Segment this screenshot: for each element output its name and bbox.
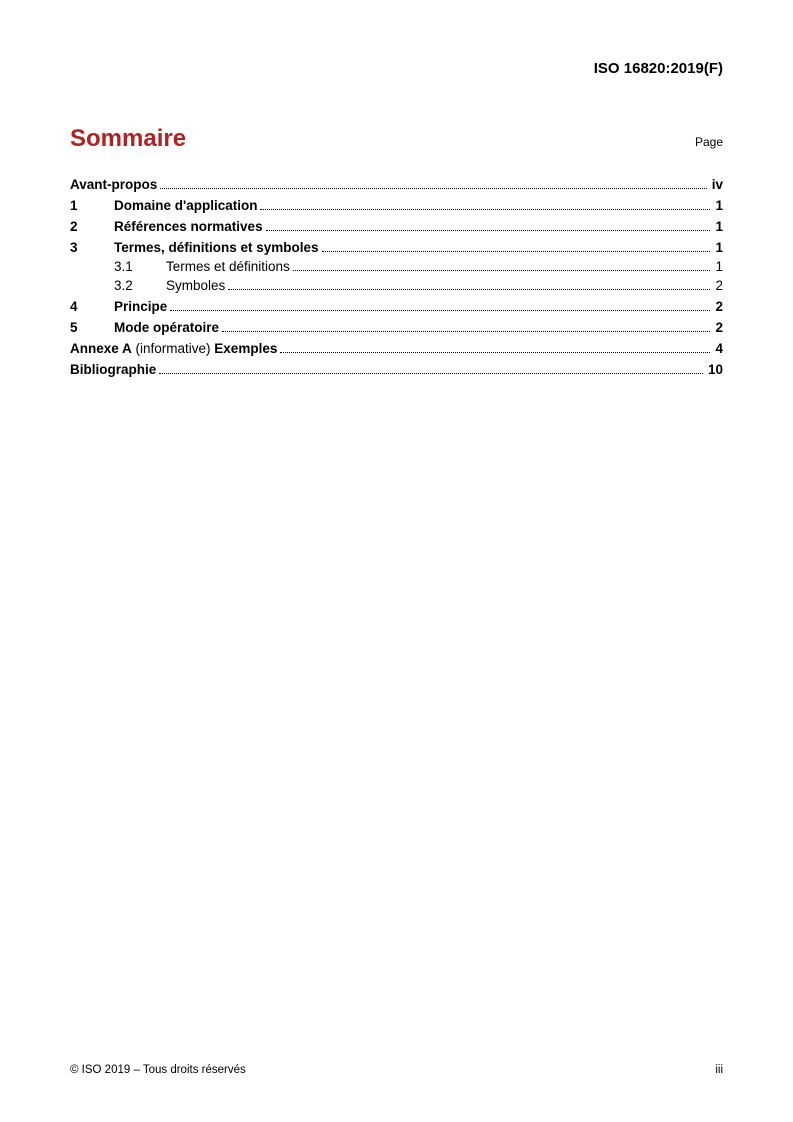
- table-of-contents: Avant-propos iv 1 Domaine d'application …: [70, 177, 723, 377]
- page-footer: © ISO 2019 – Tous droits réservés iii: [70, 1064, 723, 1076]
- toc-num: 1: [70, 198, 114, 213]
- toc-page: 1: [713, 198, 723, 213]
- toc-entry-bibliographie[interactable]: Bibliographie 10: [70, 362, 723, 377]
- toc-num: 3.1: [114, 259, 166, 274]
- annex-prefix: Annexe A: [70, 341, 132, 356]
- toc-page: 4: [713, 341, 723, 356]
- toc-label: Bibliographie: [70, 362, 156, 377]
- page: ISO 16820:2019(F) Sommaire Page Avant-pr…: [0, 0, 793, 1122]
- leader-dots: [322, 241, 711, 252]
- toc-entry-section-2[interactable]: 2 Références normatives 1: [70, 219, 723, 234]
- toc-page: 10: [706, 362, 723, 377]
- toc-title: Sommaire: [70, 125, 186, 153]
- toc-entry-avant-propos[interactable]: Avant-propos iv: [70, 177, 723, 192]
- toc-page: 2: [713, 278, 723, 293]
- toc-entry-section-3-2[interactable]: 3.2 Symboles 2: [70, 278, 723, 293]
- toc-page: 2: [713, 299, 723, 314]
- toc-label: Termes et définitions: [166, 259, 290, 274]
- toc-page: 2: [713, 320, 723, 335]
- toc-entry-section-4[interactable]: 4 Principe 2: [70, 299, 723, 314]
- copyright: © ISO 2019 – Tous droits réservés: [70, 1064, 246, 1076]
- toc-label: Domaine d'application: [114, 198, 257, 213]
- toc-num: 3.2: [114, 278, 166, 293]
- page-number: iii: [715, 1064, 723, 1076]
- leader-dots: [293, 260, 711, 271]
- toc-label: Références normatives: [114, 219, 263, 234]
- toc-entry-section-3[interactable]: 3 Termes, définitions et symboles 1: [70, 240, 723, 255]
- toc-entry-section-3-1[interactable]: 3.1 Termes et définitions 1: [70, 259, 723, 274]
- toc-label: Principe: [114, 299, 167, 314]
- leader-dots: [280, 342, 710, 353]
- leader-dots: [160, 178, 706, 189]
- toc-label: Annexe A (informative) Exemples: [70, 341, 277, 356]
- toc-page: 1: [713, 259, 723, 274]
- annex-qualifier: (informative): [132, 341, 215, 356]
- toc-label: Avant-propos: [70, 177, 157, 192]
- toc-entry-section-5[interactable]: 5 Mode opératoire 2: [70, 320, 723, 335]
- leader-dots: [222, 321, 710, 332]
- leader-dots: [228, 279, 710, 290]
- toc-num: 2: [70, 219, 114, 234]
- page-column-label: Page: [695, 135, 723, 149]
- toc-num: 4: [70, 299, 114, 314]
- toc-entry-section-1[interactable]: 1 Domaine d'application 1: [70, 198, 723, 213]
- toc-label: Mode opératoire: [114, 320, 219, 335]
- toc-num: 5: [70, 320, 114, 335]
- toc-label: Symboles: [166, 278, 225, 293]
- leader-dots: [260, 199, 710, 210]
- document-id: ISO 16820:2019(F): [70, 60, 723, 77]
- title-row: Sommaire Page: [70, 125, 723, 153]
- annex-suffix: Exemples: [214, 341, 277, 356]
- toc-label: Termes, définitions et symboles: [114, 240, 319, 255]
- leader-dots: [159, 363, 703, 374]
- toc-num: 3: [70, 240, 114, 255]
- leader-dots: [266, 220, 711, 231]
- leader-dots: [170, 300, 710, 311]
- toc-page: iv: [710, 177, 723, 192]
- toc-page: 1: [713, 240, 723, 255]
- toc-entry-annex-a[interactable]: Annexe A (informative) Exemples 4: [70, 341, 723, 356]
- toc-page: 1: [713, 219, 723, 234]
